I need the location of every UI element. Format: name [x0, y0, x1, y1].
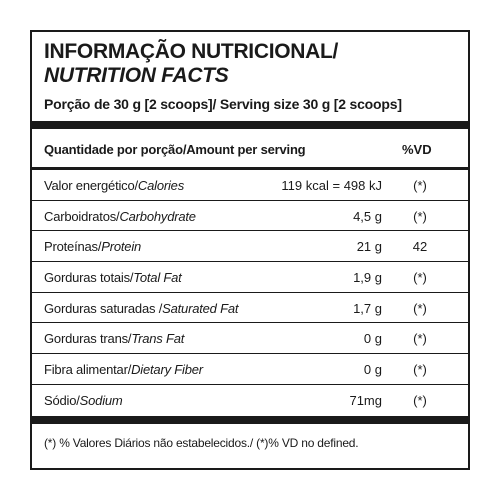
nutrition-facts-panel: INFORMAÇÃO NUTRICIONAL/ NUTRITION FACTS … [30, 30, 470, 470]
nutrient-daily-value: (*) [413, 331, 427, 347]
nutrient-row-total-fat: Gorduras totais/Total Fat 1,9 g (*) [32, 262, 468, 293]
nutrient-name: Fibra alimentar/Dietary Fiber [44, 362, 203, 378]
nutrient-row-dietary-fiber: Fibra alimentar/Dietary Fiber 0 g (*) [32, 354, 468, 385]
amount-per-serving-header: Quantidade por porção/Amount per serving [44, 142, 306, 157]
nutrient-name: Sódio/Sodium [44, 392, 123, 408]
nutrient-name: Gorduras saturadas /Saturated Fat [44, 300, 239, 316]
nutrient-daily-value: (*) [413, 270, 427, 286]
nutrient-daily-value: (*) [413, 208, 427, 224]
daily-value-header: %VD [402, 142, 432, 157]
bottom-thick-rule [32, 416, 468, 424]
nutrient-daily-value: (*) [413, 392, 427, 408]
header-rule [32, 167, 468, 170]
top-thick-rule [32, 121, 468, 129]
nutrient-value: 119 kcal = 498 kJ [281, 178, 382, 193]
nutrient-name: Carboidratos/Carbohydrate [44, 208, 196, 224]
nutrient-name: Gorduras totais/Total Fat [44, 270, 182, 286]
nutrient-value: 0 g [363, 362, 382, 378]
nutrient-value: 71mg [349, 392, 382, 408]
nutrient-row-protein: Proteínas/Protein 21 g 42 [32, 231, 468, 263]
nutrient-value: 4,5 g [353, 208, 382, 224]
nutrient-row-calories: Valor energético/Calories 119 kcal = 498… [32, 170, 468, 201]
nutrient-row-sodium: Sódio/Sodium 71mg (*) [32, 385, 468, 416]
footnote: (*) % Valores Diários não estabelecidos.… [44, 436, 359, 450]
title-portuguese: INFORMAÇÃO NUTRICIONAL/ [44, 40, 339, 63]
nutrient-value: 1,9 g [353, 270, 382, 286]
nutrient-row-saturated-fat: Gorduras saturadas /Saturated Fat 1,7 g … [32, 293, 468, 324]
nutrient-row-carbohydrate: Carboidratos/Carbohydrate 4,5 g (*) [32, 201, 468, 232]
table-header: Quantidade por porção/Amount per serving… [32, 129, 468, 167]
nutrient-value: 1,7 g [353, 300, 382, 316]
nutrient-row-trans-fat: Gorduras trans/Trans Fat 0 g (*) [32, 323, 468, 355]
nutrient-daily-value: (*) [413, 178, 427, 193]
nutrient-value: 0 g [363, 331, 382, 347]
nutrient-daily-value: 42 [412, 239, 428, 255]
nutrient-name: Valor energético/Calories [44, 178, 185, 193]
nutrient-value: 21 g [356, 239, 382, 255]
nutrient-daily-value: (*) [413, 362, 427, 378]
serving-size: Porção de 30 g [2 scoops]/ Serving size … [44, 96, 402, 112]
title-english: NUTRITION FACTS [44, 64, 229, 87]
nutrient-daily-value: (*) [413, 300, 427, 316]
nutrient-name: Gorduras trans/Trans Fat [44, 331, 185, 347]
nutrient-rows: Valor energético/Calories 119 kcal = 498… [32, 170, 468, 416]
nutrient-name: Proteínas/Protein [44, 239, 142, 255]
